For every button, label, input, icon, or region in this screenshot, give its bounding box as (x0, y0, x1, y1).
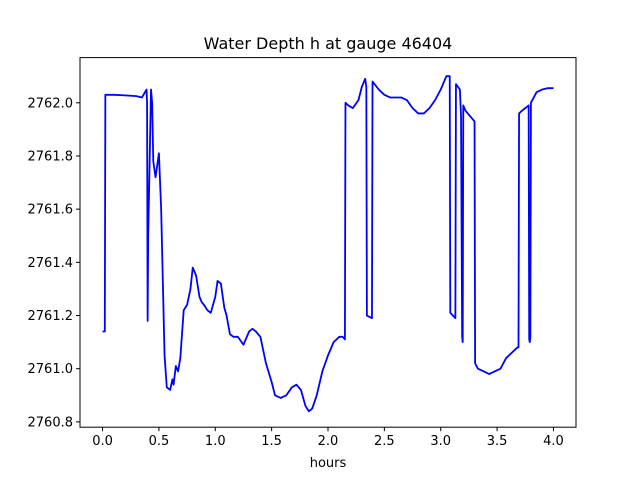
x-tick-label: 3.5 (487, 434, 508, 449)
chart-title: Water Depth h at gauge 46404 (204, 34, 453, 53)
plot-area (102, 75, 554, 413)
series-line-0 (102, 75, 554, 413)
x-axis-label: hours (310, 456, 347, 471)
y-axis: 2760.8 2761.0 2761.2 2761.4 2761.6 2761.8 2762… (28, 96, 80, 430)
x-tick-label: 4.0 (543, 434, 564, 449)
x-tick-label: 2.5 (374, 434, 395, 449)
y-tick-label: 2761.6 (28, 203, 74, 218)
y-tick-label: 2761.0 (28, 362, 74, 377)
x-tick-label: 3.0 (430, 434, 451, 449)
y-tick-label: 2760.8 (28, 415, 74, 430)
x-tick-label: 1.5 (261, 434, 282, 449)
x-axis: 0.0 0.5 1.0 1.5 2.0 2.5 3.0 3.5 4.0 (92, 427, 564, 449)
y-tick-label: 2761.8 (28, 149, 74, 164)
x-tick-label: 2.0 (318, 434, 339, 449)
y-tick-label: 2762.0 (28, 96, 74, 111)
x-tick-label: 0.0 (92, 434, 113, 449)
x-tick-label: 0.5 (149, 434, 170, 449)
y-tick-label: 2761.2 (28, 309, 74, 324)
y-tick-label: 2761.4 (28, 256, 74, 271)
x-tick-label: 1.0 (205, 434, 226, 449)
